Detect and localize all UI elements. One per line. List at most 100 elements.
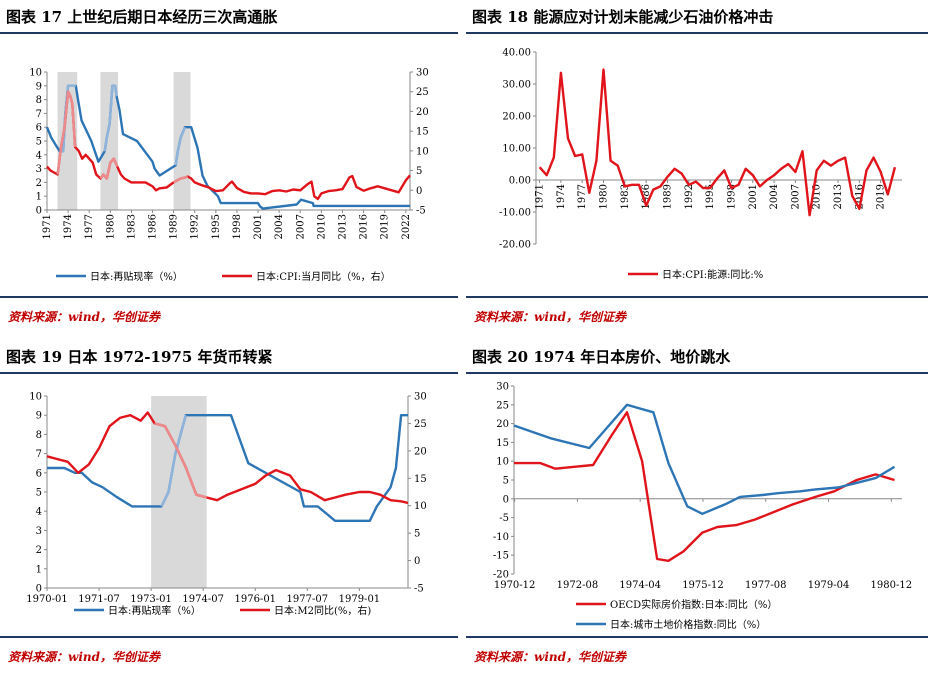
series-line-2 (46, 90, 411, 201)
divider (466, 296, 928, 298)
divider (0, 296, 458, 298)
y-tick-label-right: 0 (416, 186, 422, 197)
chart-20: -20 -15 -10 -5 0 5 10 15 20 25 30 1970-12 1972-08 197… (493, 382, 913, 632)
divider (0, 636, 458, 638)
x-tick-label: 2013 (833, 184, 844, 209)
y-tick-label-left: -10 (493, 532, 509, 543)
series-line-2 (513, 403, 896, 516)
series-line-1 (514, 411, 895, 563)
y-tick-label-left: -10.00 (499, 208, 531, 219)
x-tick-label: 1992 (190, 214, 201, 239)
x-tick-label: 2010 (812, 184, 823, 209)
x-tick-label: 1998 (726, 184, 737, 209)
x-tick-label: 2013 (337, 214, 348, 239)
x-tick-label: 1986 (641, 184, 652, 209)
legend-label: 日本:再贴现率（%） (90, 270, 183, 283)
x-tick-label: 1980-12 (871, 580, 913, 591)
y-tick-label-left: 6 (36, 123, 42, 134)
y-tick-label-left: 2 (36, 545, 42, 556)
x-tick-label: 2001 (748, 184, 759, 209)
x-tick-label: 1977-07 (287, 594, 329, 605)
x-tick-label: 1980 (105, 214, 116, 239)
legend-label: 日本:CPI:当月同比（%，右） (256, 270, 391, 283)
y-tick-label-left: 1 (36, 564, 42, 575)
y-tick-label-right: 30 (416, 68, 429, 79)
divider (466, 32, 928, 34)
x-tick-label: 1980 (599, 184, 610, 209)
y-tick-label-right: 5 (414, 529, 420, 540)
panel-19: 图表 19 日本 1972-1975 年货币转紧 0 1 2 3 4 5 6 7 8 9 10 -5 0… (0, 340, 460, 680)
x-tick-label: 1977 (84, 214, 95, 239)
x-tick-label: 2007 (295, 214, 306, 239)
x-tick-label: 1973-01 (130, 594, 172, 605)
y-tick-label-left: 25 (496, 400, 509, 411)
y-tick-label-left: 9 (36, 81, 42, 92)
x-tick-label: 1998 (232, 214, 243, 239)
y-tick-label-left: 7 (36, 109, 42, 120)
x-tick-label: 1974-07 (182, 594, 224, 605)
y-tick-label-left: 0 (503, 494, 509, 505)
source-note: 资料来源：wind，华创证券 (474, 310, 627, 324)
x-tick-label: 1977 (577, 184, 588, 209)
y-tick-label-left: 7 (36, 449, 42, 460)
y-tick-label-right: 10 (414, 501, 427, 512)
divider (0, 372, 458, 374)
y-tick-label-right: 15 (414, 474, 427, 485)
x-tick-label: 2001 (253, 214, 264, 239)
y-tick-label-left: 4 (36, 507, 42, 518)
y-tick-label-left: -5 (499, 513, 509, 524)
x-tick-label: 1989 (662, 184, 673, 209)
y-tick-label-right: 10 (416, 146, 429, 157)
series-line-highlight (173, 175, 189, 184)
y-tick-label-left: 4 (36, 150, 42, 161)
y-tick-label-left: 20.00 (502, 112, 531, 123)
y-tick-label-left: 5 (36, 488, 42, 499)
divider (466, 636, 928, 638)
y-tick-label-right: 20 (416, 107, 429, 118)
panel-18: 图表 18 能源应对计划未能减少石油价格冲击 -20.00 -10.00 0.00 1… (466, 0, 930, 340)
x-tick-label: 2007 (790, 184, 801, 209)
y-tick-label-left: 2 (36, 178, 42, 189)
y-tick-label-left: 3 (36, 526, 42, 537)
x-tick-label: 2004 (274, 214, 285, 239)
x-tick-label: 1974-04 (619, 580, 661, 591)
x-tick-label: 2016 (854, 184, 865, 209)
x-tick-label: 1979-04 (808, 580, 850, 591)
x-tick-label: 1989 (169, 214, 180, 239)
y-tick-label-right: 15 (416, 127, 429, 138)
y-tick-label-left: 30.00 (502, 80, 531, 91)
y-tick-label-left: 30 (496, 382, 509, 393)
y-tick-label-left: 0 (36, 584, 42, 595)
x-tick-label: 2022 (401, 214, 412, 239)
y-tick-label-left: 8 (36, 430, 42, 441)
panel-title: 图表 17 上世纪后期日本经历三次高通胀 (6, 8, 278, 26)
divider (0, 32, 458, 34)
y-tick-label-left: 15 (496, 438, 509, 449)
y-tick-label-right: 25 (414, 419, 427, 430)
y-tick-label-left: 0.00 (509, 176, 531, 187)
panel-20: 图表 20 1974 年日本房价、地价跳水 -20 -15 -10 -5 0 5 10 15 2… (466, 340, 930, 680)
chart-17: 0 1 2 3 4 5 6 7 8 9 10 -5 0 5 10 15 20 25 30 1971 1974 1977 19… (29, 68, 429, 284)
y-tick-label-right: 30 (414, 392, 427, 403)
chart-18: -20.00 -10.00 0.00 10.00 20.00 30.00 40.00 1971… (499, 48, 902, 281)
divider (466, 372, 928, 374)
panel-title: 图表 20 1974 年日本房价、地价跳水 (472, 348, 731, 366)
x-tick-label: 1970-01 (26, 594, 68, 605)
x-tick-label: 1972-08 (557, 580, 599, 591)
x-tick-label: 1974 (63, 214, 74, 239)
y-tick-label-left: 10 (496, 457, 509, 468)
y-tick-label-left: -20.00 (499, 240, 531, 251)
x-tick-label: 2019 (380, 214, 391, 239)
x-tick-label: 1992 (684, 184, 695, 209)
x-tick-label: 2019 (876, 184, 887, 209)
legend-label: 日本:CPI:能源:同比:% (662, 268, 763, 281)
y-tick-label-left: 3 (36, 164, 42, 175)
series-line-1 (538, 68, 897, 217)
x-tick-label: 2010 (316, 214, 327, 239)
y-tick-label-right: 20 (414, 446, 427, 457)
series-line-highlight (154, 422, 208, 499)
y-tick-label-right: 0 (414, 556, 420, 567)
y-tick-label-right: -5 (414, 584, 424, 595)
x-tick-label: 1971-07 (78, 594, 120, 605)
x-tick-label: 1976-01 (234, 594, 276, 605)
